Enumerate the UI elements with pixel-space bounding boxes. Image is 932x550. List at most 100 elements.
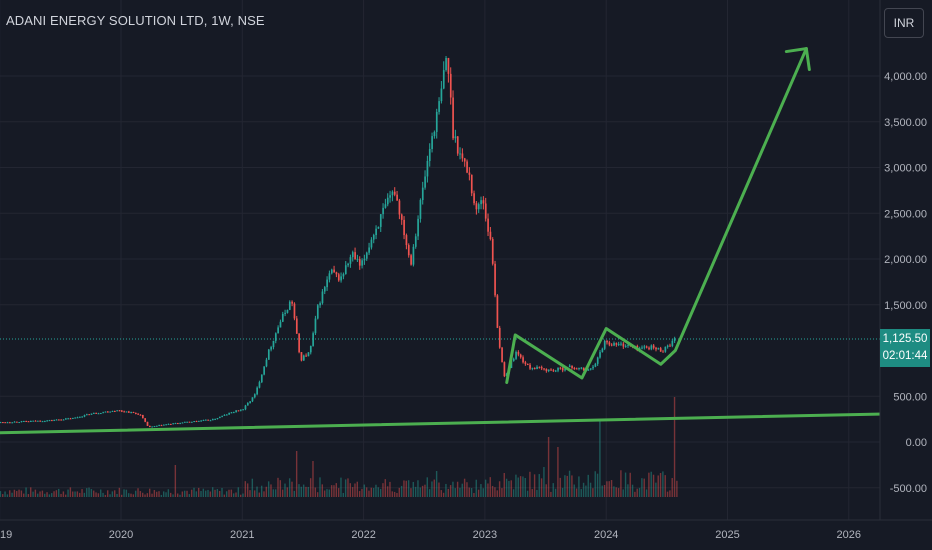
- candle-body: [552, 370, 555, 372]
- volume-bar: [375, 484, 377, 497]
- candle-body: [573, 367, 576, 369]
- candle-body: [265, 359, 268, 367]
- candle-body: [424, 176, 426, 188]
- candle-body: [242, 409, 244, 411]
- candle-body: [267, 349, 270, 360]
- candle-body: [51, 420, 53, 422]
- volume-bar: [121, 494, 123, 497]
- volume-bar: [645, 489, 648, 497]
- volume-bar: [459, 487, 461, 497]
- volume-bar: [148, 488, 151, 497]
- volume-bar: [114, 490, 116, 497]
- volume-bar: [328, 489, 331, 497]
- candle-body: [419, 200, 422, 219]
- volume-bar: [475, 479, 477, 497]
- candle-body: [412, 246, 415, 265]
- candle-body: [16, 421, 18, 423]
- candle-body: [421, 187, 424, 201]
- volume-bar: [454, 488, 456, 497]
- y-tick-label: 3,500.00: [884, 117, 927, 129]
- candle-body: [118, 410, 121, 412]
- y-tick-label: 500.00: [893, 391, 927, 403]
- candle-body: [470, 174, 473, 194]
- candle-body: [447, 57, 450, 74]
- candle-body: [148, 425, 151, 428]
- candle-body: [23, 421, 25, 423]
- price-axis[interactable]: 4,000.00 3,500.00 3,000.00 2,500.00 2,000.00…: [879, 0, 932, 550]
- volume-bar: [146, 493, 149, 497]
- candle-body: [190, 421, 193, 423]
- volume-bar: [428, 489, 431, 497]
- volume-bar: [107, 490, 109, 497]
- volume-bar: [25, 487, 27, 497]
- volume-bar: [81, 489, 83, 497]
- volume-bar: [83, 492, 86, 497]
- candle-body: [547, 369, 550, 372]
- candle-body: [79, 416, 81, 418]
- volume-bar: [100, 489, 102, 497]
- candle-body: [403, 219, 405, 236]
- volume-bar: [309, 478, 312, 497]
- candle-body: [160, 425, 163, 427]
- volume-bar: [545, 484, 547, 497]
- candle-body: [251, 397, 254, 402]
- candle-body: [349, 257, 352, 264]
- candle-body: [461, 153, 464, 159]
- volume-bar: [426, 477, 428, 497]
- x-tick-label: 19: [0, 529, 12, 541]
- volume-bar: [452, 481, 454, 497]
- candle-body: [433, 131, 436, 137]
- volume-bar: [69, 487, 72, 497]
- candle-body: [627, 344, 629, 346]
- candle-body: [30, 421, 32, 423]
- volume-bar: [242, 493, 244, 497]
- candle-body: [664, 346, 667, 352]
- support-trendline[interactable]: [0, 411, 932, 435]
- candle-body: [11, 422, 14, 424]
- candle-body: [578, 368, 580, 370]
- volume-bar: [589, 482, 592, 497]
- projection-zigzag[interactable]: [505, 47, 808, 385]
- candle-body: [67, 418, 70, 420]
- volume-bar: [223, 494, 226, 497]
- candle-body: [0, 422, 2, 424]
- volume-bar: [613, 486, 615, 497]
- volume-bar: [326, 489, 328, 497]
- drawings[interactable]: [0, 47, 932, 435]
- candle-body: [221, 415, 224, 417]
- volume-bar: [300, 486, 303, 497]
- candle-body: [440, 88, 443, 102]
- volume-bar: [335, 483, 338, 497]
- candle-body: [246, 403, 249, 406]
- projection-arrowhead[interactable]: [784, 47, 811, 72]
- candle-body: [151, 426, 154, 428]
- time-axis[interactable]: 19 2020 2021 2022 2023 2024 2025 2026: [0, 519, 932, 550]
- volume-bar: [277, 477, 279, 497]
- candle-body: [335, 272, 338, 275]
- candle-body: [316, 305, 319, 319]
- candle-body: [459, 153, 461, 155]
- candle-body: [270, 347, 272, 350]
- candle-body: [531, 367, 534, 369]
- volume-bar: [55, 490, 58, 497]
- candle-body: [662, 351, 664, 353]
- candle-body: [431, 136, 433, 149]
- candle-body: [321, 291, 324, 304]
- candle-body: [571, 365, 573, 368]
- currency-button[interactable]: INR: [884, 8, 924, 38]
- volume-bar: [461, 483, 463, 497]
- candle-body: [4, 422, 7, 424]
- candle-body: [477, 204, 480, 210]
- volume-bar: [508, 480, 510, 497]
- candle-body: [393, 191, 396, 195]
- volume-bar: [615, 487, 617, 497]
- volume-bar: [424, 484, 426, 497]
- volume-bar: [295, 451, 298, 497]
- volume-bar: [496, 490, 498, 497]
- volume-bar: [414, 486, 417, 497]
- candle-body: [25, 421, 28, 423]
- volume-bar: [391, 491, 393, 497]
- candle-body: [608, 342, 611, 345]
